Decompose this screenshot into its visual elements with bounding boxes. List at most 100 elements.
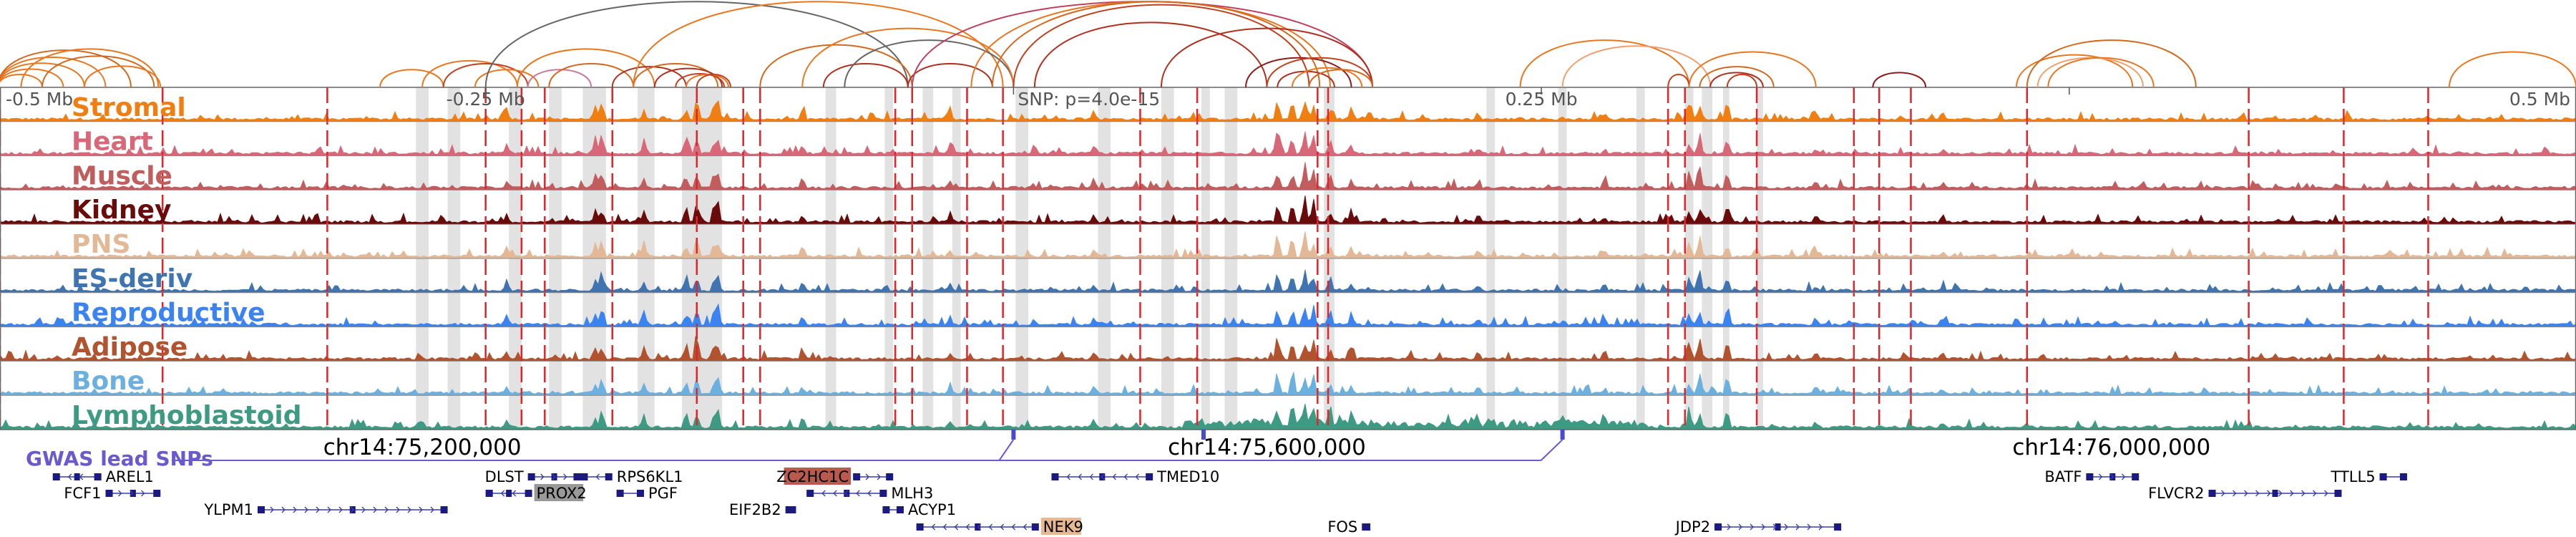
strand-arrow [1089,473,1093,480]
strand-arrow [512,490,517,497]
strand-arrow [1023,523,1028,531]
gene-label-mlh3: MLH3 [891,485,933,502]
gene-exon [105,490,113,497]
strand-arrow [1112,473,1116,480]
gene-exon [2379,473,2387,480]
strand-arrow [350,506,354,513]
relative-label: 0.25 Mb [1506,89,1578,110]
gene-exon [1714,523,1722,531]
signal-es-deriv [0,269,2576,292]
signal-bone [0,371,2576,395]
gene-exon [882,506,890,513]
track-label-muscle: Muscle [72,161,172,190]
strand-arrow [2290,490,2294,497]
track-label-adipose: Adipose [72,332,187,362]
interaction-arc [1561,45,1712,88]
interaction-arc [1013,4,1310,88]
gene-exon [806,490,814,497]
gene-label-jdp2: JDP2 [1674,518,1710,536]
interaction-arc [1726,74,1758,88]
interaction-arc [1667,74,1690,88]
strand-arrow [1000,523,1005,531]
track-frame [0,87,2576,430]
interaction-arc [1709,72,1764,88]
gene-exon [2132,473,2140,480]
strand-arrow [384,506,389,513]
relative-label: -0.25 Mb [447,89,525,110]
interaction-arc [516,48,655,88]
gene-exon [853,473,861,480]
strand-arrow [595,473,600,480]
gene-label-rps6kl1: RPS6KL1 [617,468,683,485]
strand-arrow [844,490,849,497]
interaction-arc [844,39,1015,88]
interaction-arc [1160,27,1374,88]
strand-arrow [1101,473,1105,480]
interaction-arc [484,1,909,88]
gene-exon [916,523,924,531]
gwas-connector [1540,439,1563,461]
gene-label-fcf1: FCF1 [64,485,101,502]
gene-exon [616,490,624,497]
strand-arrow [2324,490,2328,497]
relative-axis: -0.5 Mb -0.25 Mb SNP: p=4.0e-15 0.25 Mb 0.5 … [6,87,2570,110]
track-label-heart: Heart [72,127,153,157]
gene-exon [605,473,613,480]
strand-arrow [1078,473,1082,480]
track-label-es-deriv: ES-deriv [72,264,192,294]
strand-arrow [2267,490,2271,497]
strand-arrow [865,473,870,480]
strand-arrow [1123,473,1128,480]
interaction-arc [2448,51,2576,88]
interaction-arc [421,59,518,88]
gwas-connector [998,439,1015,461]
strand-arrow [856,490,860,497]
strand-arrow [563,473,567,480]
strand-arrow [2121,473,2126,480]
interaction-arc [442,63,529,88]
strand-arrow [1772,523,1777,531]
signal-muscle [0,162,2576,190]
gene-exon [94,473,102,480]
gene-label-pgf: PGF [648,485,678,502]
gene-exon [896,506,904,513]
signal-reproductive [0,303,2576,326]
strand-arrow [821,490,826,497]
interaction-arc [801,27,1015,88]
gene-exon [258,506,265,513]
gene-exon [349,506,356,513]
interaction-arc [970,1,1332,88]
strand-arrow [1795,523,1800,531]
genome-axis-label: chr14:75,200,000 [323,435,522,460]
interaction-arc [0,74,44,88]
strand-arrow [977,523,982,531]
gwas-label: GWAS lead SNPs [26,447,213,470]
strand-arrow [130,490,134,497]
signal-kidney [0,195,2576,223]
interaction-arc [84,65,162,88]
gene-label-flvcr2: FLVCR2 [2148,485,2204,502]
interaction-arc [759,44,913,88]
track-label-pns: PNS [72,230,130,259]
gene-exon [2272,490,2278,497]
strand-arrow [141,490,145,497]
gene-exon [1031,523,1039,531]
strand-arrow [79,473,84,480]
strand-arrow [1727,523,1731,531]
gene-exon [789,506,796,513]
gene-highlight [534,484,584,501]
strand-arrow [270,506,274,513]
gene-exon [440,506,448,513]
strand-arrow [500,490,505,497]
gene-highlight [1040,518,1081,535]
gene-label-batf: BATF [2044,468,2082,485]
interaction-arc [822,63,909,88]
interaction-arcs [0,1,2576,88]
strand-arrow [293,506,297,513]
gene-exon [1834,523,1842,531]
gene-label-fos: FOS [1327,518,1357,536]
gene-highlight [784,468,852,485]
strand-arrow [833,490,837,497]
interaction-arc [0,62,86,88]
gene-label-arel1: AREL1 [106,468,154,485]
